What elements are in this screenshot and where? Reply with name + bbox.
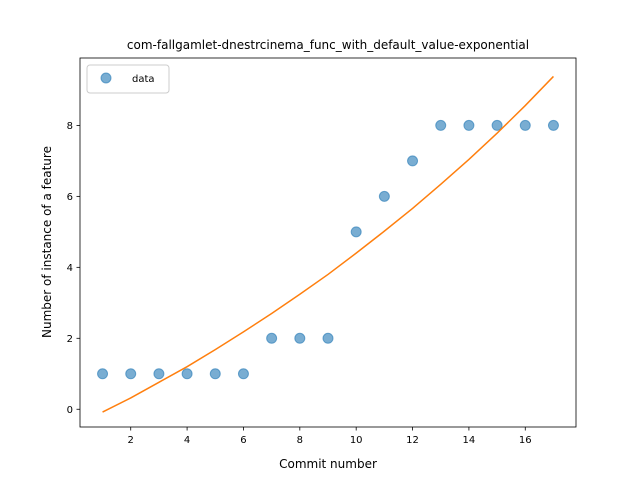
y-axis-title: Number of instance of a feature bbox=[40, 146, 54, 338]
data-point bbox=[153, 368, 165, 380]
data-point bbox=[322, 332, 334, 344]
x-tick-label: 4 bbox=[184, 435, 190, 446]
legend-label: data bbox=[132, 74, 155, 85]
y-tick-label: 8 bbox=[67, 121, 73, 132]
data-point bbox=[547, 119, 559, 131]
data-point bbox=[463, 119, 475, 131]
x-tick-label: 14 bbox=[463, 435, 476, 446]
data-point bbox=[378, 190, 390, 202]
data-point bbox=[519, 119, 531, 131]
data-point bbox=[97, 368, 109, 380]
data-point bbox=[237, 368, 249, 380]
chart-title: com-fallgamlet-dnestrcinema_func_with_de… bbox=[127, 38, 529, 52]
data-point bbox=[294, 332, 306, 344]
plot-area bbox=[80, 58, 576, 427]
data-point bbox=[209, 368, 221, 380]
fit-line bbox=[102, 75, 554, 413]
axis-layer: 2 4 6 8 10 12 14 16 0 2 4 6 8 bbox=[67, 57, 577, 446]
data-point bbox=[125, 368, 137, 380]
data-point bbox=[350, 226, 362, 238]
y-tick-label: 6 bbox=[67, 192, 73, 203]
x-tick-label: 16 bbox=[519, 435, 532, 446]
x-tick-label: 12 bbox=[406, 435, 419, 446]
data-point bbox=[181, 368, 193, 380]
data-point bbox=[407, 155, 419, 167]
y-tick-label: 2 bbox=[67, 334, 73, 345]
y-tick-label: 4 bbox=[67, 263, 73, 274]
data-point bbox=[435, 119, 447, 131]
x-tick-label: 6 bbox=[240, 435, 246, 446]
plot-frame bbox=[79, 57, 577, 428]
y-tick-label: 0 bbox=[67, 405, 73, 416]
x-tick-label: 2 bbox=[128, 435, 134, 446]
legend: data bbox=[86, 64, 170, 94]
data-point bbox=[491, 119, 503, 131]
data-point bbox=[266, 332, 278, 344]
legend-marker bbox=[100, 72, 112, 84]
legend-box bbox=[86, 64, 170, 94]
x-axis-title: Commit number bbox=[279, 457, 377, 471]
series-layer bbox=[97, 75, 559, 413]
x-tick-label: 10 bbox=[350, 435, 363, 446]
x-tick-label: 8 bbox=[297, 435, 303, 446]
